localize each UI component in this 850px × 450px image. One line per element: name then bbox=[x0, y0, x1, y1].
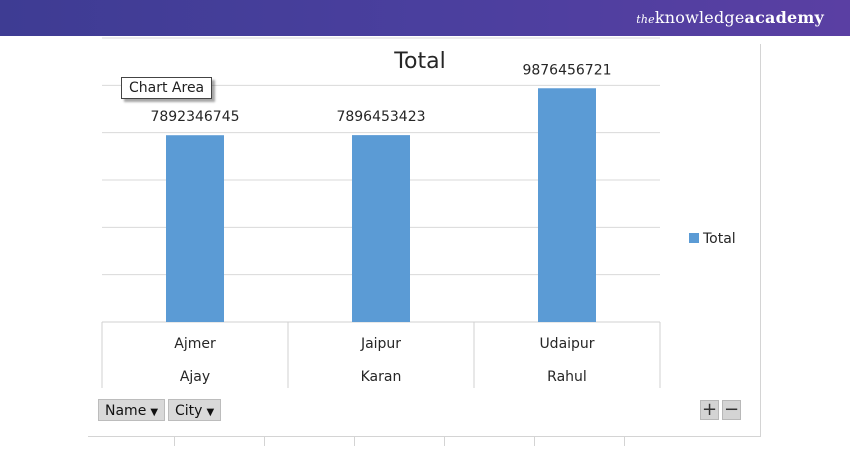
dropdown-arrow-icon: ▼ bbox=[206, 407, 215, 418]
chart-frame bbox=[88, 44, 761, 437]
sheet-column-ticks bbox=[88, 436, 760, 448]
bar bbox=[352, 135, 410, 322]
brand-suffix: academy bbox=[744, 8, 824, 27]
expand-field-button[interactable]: + bbox=[700, 399, 719, 420]
outer-category-label: Rahul bbox=[547, 369, 587, 385]
category-label: Udaipur bbox=[539, 336, 594, 352]
dropdown-arrow-icon: ▼ bbox=[150, 407, 159, 418]
data-label: 7892346745 bbox=[150, 109, 239, 125]
chart-title: Total bbox=[393, 49, 445, 74]
bar bbox=[166, 135, 224, 322]
category-label: Ajmer bbox=[174, 336, 216, 352]
top-banner: theknowledgeacademy bbox=[0, 0, 850, 36]
bar bbox=[538, 88, 596, 322]
brand-prefix: the bbox=[636, 13, 655, 26]
collapse-field-button[interactable]: − bbox=[722, 399, 741, 420]
outer-category-label: Ajay bbox=[180, 369, 210, 385]
brand-logo: theknowledgeacademy bbox=[636, 8, 824, 27]
brand-main: knowledge bbox=[654, 8, 745, 27]
data-label: 9876456721 bbox=[522, 62, 611, 78]
category-label: Jaipur bbox=[360, 336, 401, 352]
name-field-button[interactable]: Name ▼ bbox=[98, 399, 166, 421]
outer-category-label: Karan bbox=[361, 369, 402, 385]
city-field-button[interactable]: City ▼ bbox=[168, 399, 222, 421]
name-field-label: Name bbox=[105, 403, 147, 419]
data-label: 7896453423 bbox=[336, 109, 425, 125]
legend-label: Total bbox=[702, 231, 736, 247]
legend-swatch bbox=[689, 233, 699, 243]
chart-area-tooltip: Chart Area bbox=[121, 77, 213, 99]
city-field-label: City bbox=[175, 403, 203, 419]
